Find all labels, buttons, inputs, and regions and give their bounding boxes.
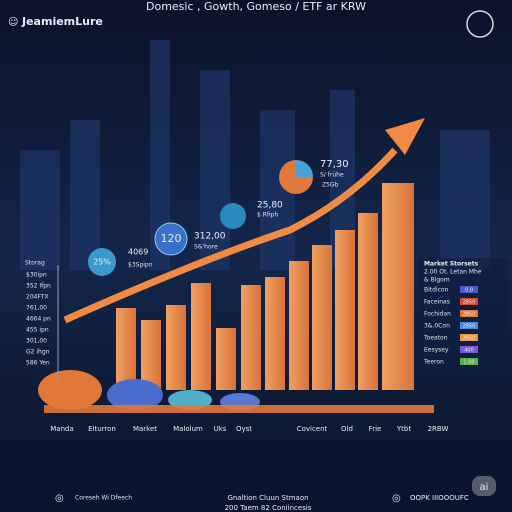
category-label: Market [133,425,157,433]
title: Domesic , Gowth, Gomeso / ETF ar KRW [146,0,366,13]
legend-value: 1.00 [463,360,474,366]
legend-label: Teeron [423,359,444,366]
legend-swatch [460,310,478,317]
trend-arrow [63,147,398,324]
bubble-note: $ Rfiph [257,212,278,219]
left-axis: Storag $30ipn 352 Ifpn 204FTX 761,00 4664 pn… [25,260,59,380]
footer-band [0,440,512,512]
category-label: Ytbt [396,425,411,433]
ai-badge-text: ai [480,482,489,493]
category-label: Malolum [173,425,203,433]
bottom-pies [38,370,434,413]
legend-swatch [460,346,478,353]
bubble-label: 120 [161,232,182,245]
bubble-note: $3Spipn [128,262,153,269]
legend-value: 2650 [463,336,476,342]
legend-value: 2850 [463,312,476,318]
legend-value: 0.0 [465,288,473,294]
brand-icon: ☺ [8,17,18,28]
axis-label: G2 ihgn [26,349,50,356]
bubble-extra: Z5Gb [322,182,339,189]
category-label: Uks [214,425,227,433]
legend-value: 400 [464,348,474,354]
legend-subtitle: 2.00 Ot. Letan Mhe [424,269,482,276]
legend-label: Faceinas [424,299,450,306]
legend-label: Bitdicon [424,287,449,294]
axis-label: 352 Ifpn [26,283,51,290]
bubble-value: 312,00 [194,232,226,242]
category-label: 2RBW [428,425,449,433]
category-label: Oyst [236,425,252,433]
category-label: Manda [50,425,74,433]
legend-label: 3&.0Con [424,323,450,330]
axis-label: $30ipn [26,272,47,279]
axis-label: 761,00 [26,305,47,312]
legend-swatch [460,286,478,293]
axis-label: 4664 pn [26,316,51,323]
footer-icon: ◎ [392,493,401,504]
category-label: Eiturron [88,425,116,433]
axis-label: 204FTX [26,294,49,301]
ai-badge [472,476,496,496]
brand: JeamiemLure [21,15,103,28]
legend-swatch [460,358,478,365]
footer-icon: ◎ [55,493,64,504]
legend-title: Market Storsets [424,261,479,268]
bubble-value: 4069 [128,248,148,257]
legend-label: Fochidan [424,311,451,318]
category-label: Old [341,425,353,433]
category-label: Covicent [297,425,328,433]
legend-swatch [460,334,478,341]
logo [466,10,494,38]
bubble-value: 77,30 [320,159,349,170]
axis-label: 301,00 [26,338,47,345]
bubble-note: S/ frühe [320,172,344,179]
bubble-value: 25,80 [257,201,283,211]
legend-label: Eesysey [424,347,449,354]
footer-center: Gnaltion Cluun Stmaon [227,494,308,502]
legend-value: 2850 [463,324,476,330]
footer-center-sub: 200 Taem 82 Coniincesis [225,504,312,512]
legend-label: Toeaton [423,335,448,342]
axis-title: Storag [25,260,45,267]
bubble-label: 25% [93,258,111,267]
legend-note: & Blgom [424,277,450,284]
arrow-head [385,118,425,155]
axis-label: 455 ipn [26,327,49,334]
city-skyline [20,40,490,270]
axis-label: 586 Yen [26,360,50,367]
bubble-note: S&'hore [194,244,218,251]
bubbles: 25% 4069 $3Spipn 120 312,00 S&'hore 25,8… [88,159,349,276]
bars [116,183,414,390]
legend: Market Storsets 2.00 Ot. Letan Mhe & Blg… [418,258,508,378]
category-label: Frie [369,425,382,433]
categories: Manda Eiturron Market Malolum Uks Oyst Covicen… [50,425,448,433]
footer-left: Coreseh Wi Dfeech [75,495,132,502]
legend-swatch [460,322,478,329]
legend-value: 2850 [463,300,476,306]
footer-right: OOPK IIIOOOUFC [410,494,469,502]
legend-swatch [460,298,478,305]
